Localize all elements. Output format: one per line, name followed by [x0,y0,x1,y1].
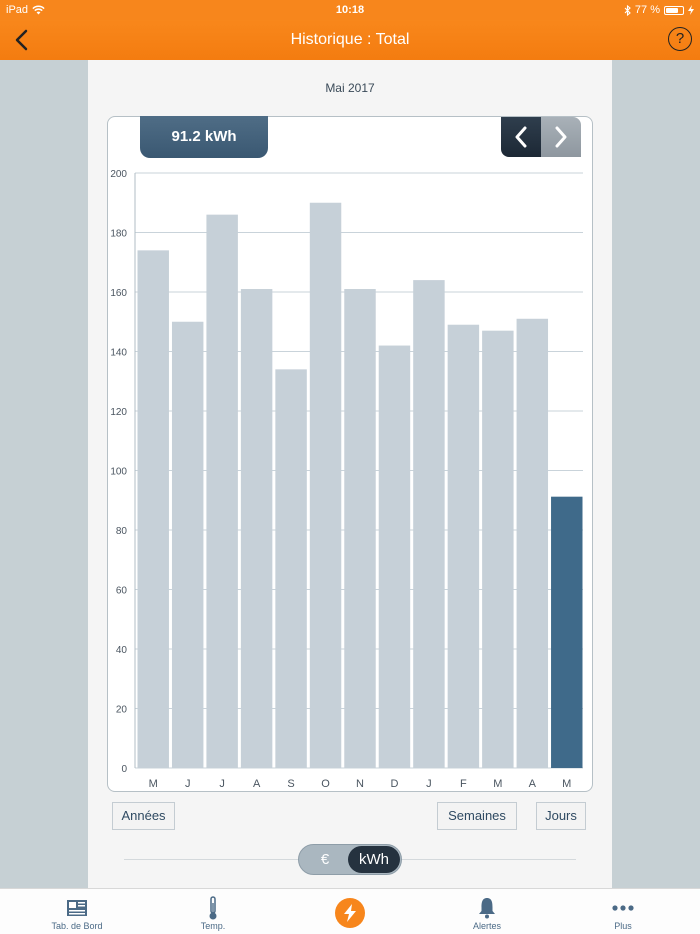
y-tick-label: 100 [110,467,127,478]
bar [516,318,549,768]
jours-button[interactable]: Jours [536,802,586,830]
bar [378,345,411,768]
tab-dashboard[interactable]: Tab. de Bord [32,889,122,934]
previous-period-button[interactable] [501,117,541,157]
y-tick-label: 180 [110,229,127,240]
chevron-right-icon [555,126,567,148]
y-tick-label: 20 [116,705,128,716]
y-tick-label: 200 [110,169,127,180]
question-icon: ? [675,30,685,47]
annees-button[interactable]: Années [112,802,175,830]
y-tick-label: 0 [121,764,127,775]
wifi-icon [32,5,45,15]
bar [171,321,204,768]
current-value-badge: 91.2 kWh [140,116,268,158]
x-tick-label: M [149,778,158,790]
x-tick-label: A [253,778,261,790]
bar [275,369,307,768]
bar [309,202,342,768]
period-navigation [501,117,581,157]
bar [413,280,445,768]
y-tick-label: 160 [110,288,127,299]
next-period-button[interactable] [541,117,581,157]
bar [206,214,238,768]
x-tick-label: D [390,778,398,790]
bell-icon [479,898,495,919]
x-tick-label: A [529,778,537,790]
y-tick-label: 60 [116,586,128,597]
newspaper-icon [67,900,87,916]
status-right: 77 % [624,4,694,16]
y-tick-label: 80 [116,526,128,537]
tab-label: Temp. [200,921,226,931]
status-left: iPad [6,4,45,16]
x-tick-label: M [562,778,571,790]
x-tick-label: J [219,778,225,790]
bluetooth-icon [624,4,631,16]
unit-toggle[interactable]: € kWh [298,844,402,875]
tab-bar: Tab. de Bord Temp. Alertes Plus [0,888,700,934]
semaines-button[interactable]: Semaines [437,802,517,830]
chevron-left-icon [515,126,527,148]
lightning-icon [344,904,356,922]
device-label: iPad [6,4,29,16]
tab-temperature[interactable]: Temp. [168,889,258,934]
x-tick-label: N [356,778,364,790]
page-title: Historique : Total [290,31,410,48]
tab-alerts[interactable]: Alertes [442,889,532,934]
x-tick-label: J [426,778,432,790]
y-tick-label: 120 [110,407,127,418]
nav-bar: Historique : Total ? [0,20,700,60]
tab-more[interactable]: Plus [578,889,668,934]
x-tick-label: M [493,778,502,790]
tab-label: Tab. de Bord [51,921,103,931]
ellipsis-icon [612,905,634,911]
thermometer-icon [209,896,217,920]
y-tick-label: 140 [110,348,127,359]
status-bar: iPad 10:18 77 % [0,0,700,20]
back-button[interactable] [10,26,34,54]
tab-label: Plus [614,921,632,931]
chart-card: 0 20 40 60 80 100 120 140 160 180 200 M J J A S O N D J F M A M… [107,116,593,792]
x-tick-label: O [321,778,330,790]
x-tick-label: S [287,778,294,790]
bar [240,289,273,768]
bar [447,324,480,768]
y-tick-label: 40 [116,645,128,656]
bar [137,250,169,769]
battery-icon [664,5,684,15]
status-time: 10:18 [335,4,365,16]
unit-euro-option[interactable]: € [320,851,330,868]
tab-label: Alertes [472,921,501,931]
bar-chart: 0 20 40 60 80 100 120 140 160 180 200 M J J A S O N D J F M A M [110,169,583,790]
bar [551,496,583,768]
tab-energy[interactable] [335,898,365,928]
main-panel: Mai 2017 0 20 40 60 80 100 120 140 160 180 200 M J J A… [88,60,612,888]
x-tick-label: F [460,778,467,790]
bar [344,289,376,768]
bar [482,330,514,768]
battery-percent: 77 % [634,4,660,16]
period-label: Mai 2017 [325,81,375,95]
unit-kwh-option[interactable]: kWh [348,846,400,873]
x-tick-label: J [185,778,191,790]
help-button[interactable]: ? [668,27,692,51]
charging-icon [688,5,694,15]
